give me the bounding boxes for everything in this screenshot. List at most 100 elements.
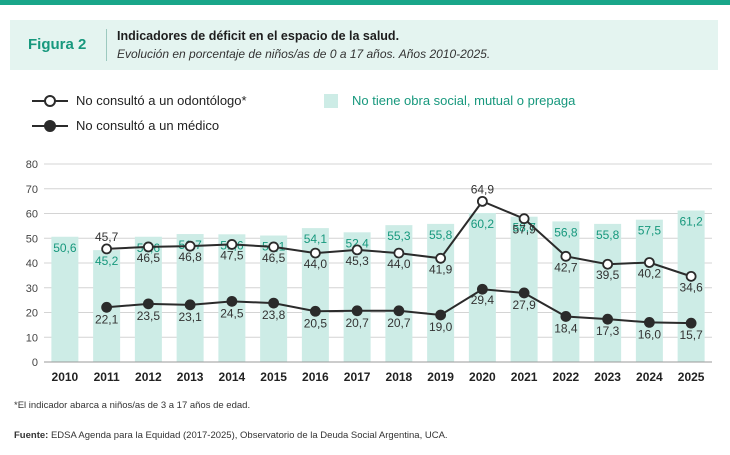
x-tick-label: 2020 xyxy=(469,370,496,384)
dentist-point-2011 xyxy=(101,243,113,255)
bar-value-label: 52,4 xyxy=(345,236,369,250)
doctor-point-2014 xyxy=(226,295,238,307)
dentist-value-label: 40,2 xyxy=(638,267,662,281)
bar-2025 xyxy=(677,210,705,362)
legend-doctor: No consultó a un médico xyxy=(32,118,219,133)
dentist-value-label: 64,9 xyxy=(471,182,495,196)
dentist-point-2015 xyxy=(268,241,280,253)
doctor-point-2022 xyxy=(560,311,572,322)
top-accent-bar xyxy=(0,0,730,5)
dentist-value-label: 44,0 xyxy=(387,257,411,271)
bar-value-label: 56,8 xyxy=(554,225,578,239)
bar-value-label: 55,8 xyxy=(429,228,453,242)
doctor-value-label: 16,0 xyxy=(638,327,662,341)
figure-label: Figura 2 xyxy=(28,36,87,53)
footnote: *El indicador abarca a niños/as de 3 a 1… xyxy=(14,400,251,411)
y-tick-label: 40 xyxy=(26,258,38,270)
legend-insurance-label: No tiene obra social, mutual o prepaga xyxy=(352,93,576,108)
dentist-point-2025 xyxy=(685,270,697,282)
doctor-point-2019 xyxy=(435,309,447,321)
y-tick-label: 70 xyxy=(26,184,38,196)
dentist-point-2022 xyxy=(560,250,572,262)
x-tick-label: 2017 xyxy=(344,370,371,384)
doctor-point-2018 xyxy=(393,305,405,317)
y-tick-label: 0 xyxy=(32,357,38,369)
dentist-point-2023 xyxy=(602,258,614,270)
legend-bar-swatch xyxy=(324,93,338,108)
bar-value-label: 45,2 xyxy=(95,254,119,268)
doctor-value-label: 27,9 xyxy=(512,298,536,312)
source-text: EDSA Agenda para la Equidad (2017-2025),… xyxy=(48,430,448,441)
bar-value-label: 54,1 xyxy=(304,232,328,246)
doctor-point-2017 xyxy=(351,305,363,317)
y-tick-label: 10 xyxy=(26,332,38,344)
bar-2024 xyxy=(635,219,663,362)
figure-subtitle: Evolución en porcentaje de niños/as de 0… xyxy=(117,47,491,61)
dentist-point-2014 xyxy=(226,239,238,250)
doctor-point-2024 xyxy=(643,316,655,328)
bar-2022 xyxy=(552,221,580,362)
header-divider xyxy=(106,29,107,61)
dentist-value-label: 42,7 xyxy=(554,260,578,274)
x-tick-label: 2024 xyxy=(636,370,663,384)
x-tick-label: 2021 xyxy=(511,370,538,384)
bar-value-label: 60,2 xyxy=(471,217,495,231)
legend-doctor-label: No consultó a un médico xyxy=(76,118,220,133)
doctor-value-label: 22,1 xyxy=(95,312,119,326)
x-tick-label: 2010 xyxy=(52,370,79,384)
doctor-value-label: 20,7 xyxy=(387,316,411,330)
doctor-value-label: 17,3 xyxy=(596,324,620,338)
dentist-value-label: 39,5 xyxy=(596,268,620,282)
source-note: Fuente: EDSA Agenda para la Equidad (201… xyxy=(14,430,448,441)
dentist-value-label: 41,9 xyxy=(429,262,453,276)
bar-2010 xyxy=(51,236,79,362)
x-tick-label: 2015 xyxy=(260,370,287,384)
doctor-value-label: 20,5 xyxy=(304,316,328,330)
doctor-point-2012 xyxy=(142,298,154,310)
bar-2013 xyxy=(176,234,204,362)
legend-dentist-label: No consultó a un odontólogo* xyxy=(76,93,247,108)
doctor-point-2023 xyxy=(602,313,614,325)
doctor-value-label: 24,5 xyxy=(220,306,244,320)
doctor-value-label: 15,7 xyxy=(679,328,703,342)
x-tick-label: 2012 xyxy=(135,370,162,384)
x-tick-label: 2022 xyxy=(553,370,580,384)
dentist-point-2013 xyxy=(184,240,196,252)
bar-value-label: 61,2 xyxy=(679,215,703,229)
y-tick-label: 50 xyxy=(26,233,38,245)
bar-2018 xyxy=(385,225,413,362)
dentist-point-2021 xyxy=(518,213,530,225)
doctor-point-2011 xyxy=(101,301,113,313)
dentist-value-label: 57,9 xyxy=(512,223,536,237)
dentist-value-label: 44,0 xyxy=(304,257,328,271)
legend-filled-marker-icon xyxy=(32,119,68,133)
chart-area: 0 10 20 30 40 50 60 70 80 2010 2011 2012 2013 2014 201… xyxy=(26,159,712,384)
doctor-point-2021 xyxy=(518,287,530,299)
x-tick-label: 2023 xyxy=(594,370,621,384)
legend-dentist: No consultó a un odontólogo* xyxy=(32,93,247,108)
doctor-value-label: 19,0 xyxy=(429,320,453,334)
dentist-value-label: 47,5 xyxy=(220,248,244,262)
dentist-value-label: 46,5 xyxy=(262,251,286,265)
dentist-value-label: 46,8 xyxy=(178,250,202,264)
figure-title: Indicadores de déficit en el espacio de … xyxy=(117,29,400,43)
dentist-point-2017 xyxy=(351,244,363,256)
doctor-value-label: 29,4 xyxy=(471,293,495,307)
dentist-point-2018 xyxy=(393,247,405,259)
doctor-point-2016 xyxy=(309,305,321,317)
x-tick-label: 2016 xyxy=(302,370,329,384)
doctor-point-2020 xyxy=(476,283,488,295)
dentist-value-label: 46,5 xyxy=(137,251,161,265)
x-tick-label: 2014 xyxy=(219,370,246,384)
y-tick-label: 60 xyxy=(26,209,38,221)
figure-header: Figura 2 Indicadores de déficit en el es… xyxy=(10,20,718,70)
doctor-value-label: 23,1 xyxy=(178,310,202,324)
doctor-value-label: 20,7 xyxy=(345,316,369,330)
doctor-point-2015 xyxy=(268,297,280,309)
bar-value-label: 50,6 xyxy=(53,241,77,255)
dentist-point-2020 xyxy=(476,195,488,207)
x-tick-label: 2019 xyxy=(427,370,454,384)
bar-value-label: 55,8 xyxy=(596,228,620,242)
x-tick-label: 2018 xyxy=(386,370,413,384)
dentist-value-label: 45,7 xyxy=(95,230,119,244)
